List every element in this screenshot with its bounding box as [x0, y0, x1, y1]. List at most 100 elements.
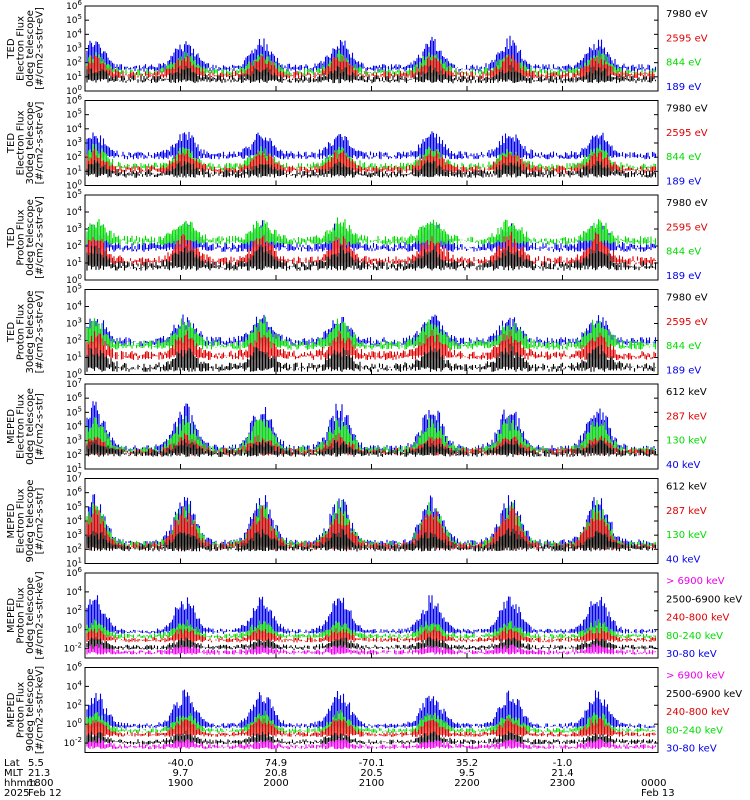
- y-tick-label: 102: [66, 150, 82, 163]
- legend-entry: 7980 eV: [666, 293, 708, 304]
- x-axis-value: 20.8: [265, 768, 287, 779]
- y-tick-label: 103: [66, 136, 82, 149]
- x-axis-value: Feb 13: [641, 788, 675, 799]
- series-trace-1: [86, 643, 657, 655]
- series-trace-3: [86, 626, 657, 643]
- y-tick-label: 104: [66, 585, 82, 598]
- legend-entry: 844 eV: [666, 341, 701, 352]
- legend-entry: 2595 eV: [666, 128, 708, 139]
- y-tick-label: 104: [66, 420, 82, 433]
- series-trace-1: [86, 439, 657, 457]
- series-trace-3: [86, 217, 657, 246]
- legend-entry: 287 keV: [666, 411, 707, 422]
- legend-entry: 612 keV: [666, 387, 707, 398]
- y-tick-label: 104: [66, 679, 82, 692]
- y-axis-label-line: 0deg telescope: [25, 577, 36, 654]
- legend-entry: 130 keV: [666, 436, 707, 447]
- x-axis-value: 9.7: [173, 768, 189, 779]
- legend-entry: 7980 eV: [666, 104, 708, 115]
- series-trace-1: [86, 160, 657, 178]
- y-axis-label-line: [#/cm2-s-str-keV]: [35, 666, 46, 754]
- x-axis-value: 21.3: [28, 768, 50, 779]
- y-tick-label: 106: [66, 0, 82, 12]
- legend-entry: 189 eV: [666, 82, 701, 93]
- y-axis-label-line: MEPED: [6, 503, 17, 538]
- y-axis-label-line: [#/cm2-s-str]: [35, 393, 46, 460]
- y-axis-label-line: [#/cm2-s-str-eV]: [35, 7, 46, 90]
- y-tick-label: 106: [66, 391, 82, 404]
- y-tick-label: 105: [66, 13, 82, 26]
- legend-entry: 844 eV: [666, 152, 701, 163]
- y-axis-label-line: Proton Flux: [16, 682, 27, 738]
- y-tick-label: 105: [66, 108, 82, 121]
- legend-entry: 40 keV: [666, 460, 700, 471]
- legend-entry: 7980 eV: [666, 198, 708, 209]
- y-axis-label-line: Electron Flux: [16, 394, 27, 459]
- y-tick-label: 100: [66, 717, 82, 730]
- legend-entry: 30-80 keV: [666, 744, 717, 755]
- legend-entry: 612 keV: [666, 482, 707, 493]
- y-tick-label: 105: [66, 405, 82, 418]
- x-axis-value: 74.9: [265, 758, 287, 769]
- y-tick-label: 102: [66, 56, 82, 69]
- y-axis-label-line: MEPED: [6, 409, 17, 444]
- series-trace-4: [86, 131, 657, 160]
- y-tick-label: 102: [66, 698, 82, 711]
- legend-entry: 2500-6900 keV: [666, 689, 742, 700]
- legend-entry: 844 eV: [666, 247, 701, 258]
- series-trace-1: [86, 343, 657, 372]
- y-axis-label-line: Electron Flux: [16, 16, 27, 81]
- y-tick-label: 101: [66, 351, 82, 364]
- y-tick-label: 100: [66, 84, 82, 97]
- y-tick-label: 104: [66, 122, 82, 135]
- y-tick-label: 106: [66, 661, 82, 674]
- x-axis-value: 35.2: [456, 758, 478, 769]
- y-axis-label-line: 0deg telescope: [25, 199, 36, 276]
- series-trace-1: [86, 244, 657, 271]
- x-axis-value: 0000: [641, 778, 666, 789]
- y-tick-label: 106: [66, 566, 82, 579]
- y-tick-label: 102: [66, 334, 82, 347]
- y-tick-label: 100: [66, 368, 82, 381]
- x-axis-value: 20.5: [360, 768, 382, 779]
- x-axis-row-label: MLT: [4, 768, 24, 779]
- series-trace-3: [86, 718, 657, 737]
- y-tick-label: 10-2: [64, 736, 82, 749]
- y-tick-label: 106: [66, 486, 82, 499]
- x-axis-value: 1800: [28, 778, 53, 789]
- x-axis-row-label: Lat: [4, 758, 20, 769]
- y-tick-label: 105: [66, 188, 82, 201]
- legend-entry: 240-800 keV: [666, 707, 730, 718]
- y-tick-label: 100: [66, 623, 82, 636]
- y-tick-label: 102: [66, 604, 82, 617]
- series-trace-1: [86, 64, 657, 84]
- y-axis-label-line: [#/cm2-s-str-eV]: [35, 196, 46, 279]
- legend-entry: > 6900 keV: [666, 671, 725, 682]
- y-tick-label: 104: [66, 205, 82, 218]
- x-axis-value: 1900: [168, 778, 193, 789]
- y-axis-label-line: 0deg telescope: [25, 10, 36, 87]
- series-trace-2: [86, 636, 657, 650]
- series-trace-1: [86, 738, 657, 750]
- y-tick-label: 106: [66, 94, 82, 107]
- legend-entry: 2595 eV: [666, 317, 708, 328]
- y-axis-label-line: [#/cm2-s-str-eV]: [35, 102, 46, 185]
- x-axis-value: 21.4: [551, 768, 573, 779]
- y-tick-label: 107: [66, 377, 82, 390]
- y-tick-label: 103: [66, 222, 82, 235]
- x-axis-value: 2200: [454, 778, 479, 789]
- legend-entry: 189 eV: [666, 271, 701, 282]
- x-axis-value: Feb 12: [28, 788, 62, 799]
- y-axis-label-line: [#/cm2-s-str]: [35, 487, 46, 554]
- y-axis-label-line: 30deg telescope: [25, 290, 36, 373]
- y-tick-label: 102: [66, 239, 82, 252]
- y-axis-label-line: TED: [6, 322, 17, 343]
- y-tick-label: 103: [66, 434, 82, 447]
- x-axis-value: -1.0: [553, 758, 573, 769]
